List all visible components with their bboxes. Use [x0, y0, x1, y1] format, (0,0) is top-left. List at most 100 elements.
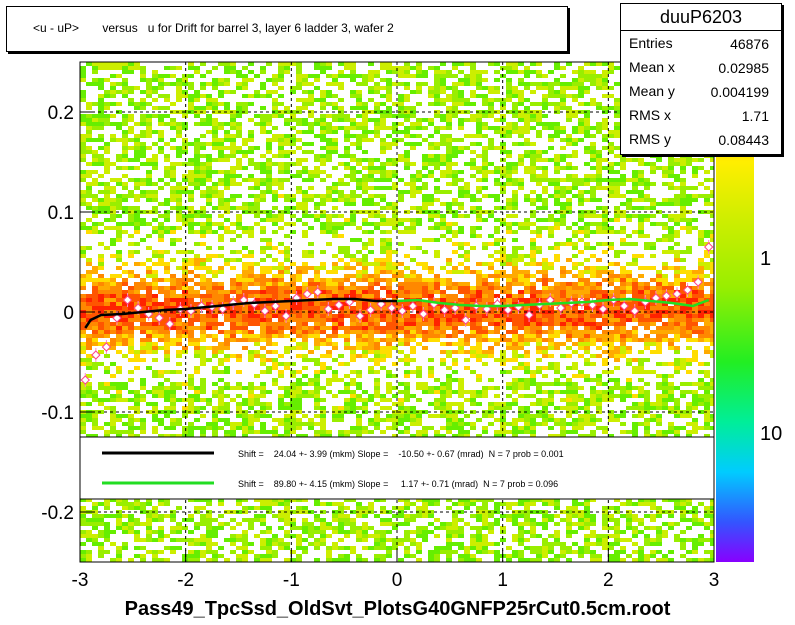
heatmap-cell [206, 266, 212, 270]
heatmap-cell [398, 538, 404, 542]
heatmap-cell [260, 126, 266, 130]
heatmap-cell [200, 294, 206, 298]
heatmap-cell [152, 78, 158, 82]
heatmap-cell [278, 226, 284, 230]
heatmap-cell [86, 418, 92, 422]
heatmap-cell [338, 258, 344, 262]
heatmap-cell [428, 522, 434, 526]
heatmap-cell [194, 94, 200, 98]
heatmap-cell [458, 146, 464, 150]
heatmap-cell [284, 70, 290, 74]
heatmap-cell [248, 178, 254, 182]
heatmap-cell [476, 114, 482, 118]
heatmap-cell [104, 278, 110, 282]
heatmap-cell [122, 498, 128, 502]
heatmap-cell [260, 430, 266, 434]
heatmap-cell [386, 518, 392, 522]
heatmap-cell [188, 66, 194, 70]
heatmap-cell [380, 250, 386, 254]
heatmap-cell [206, 334, 212, 338]
heatmap-cell [434, 226, 440, 230]
heatmap-cell [356, 382, 362, 386]
heatmap-cell [302, 374, 308, 378]
heatmap-cell [404, 354, 410, 358]
heatmap-cell [266, 538, 272, 542]
heatmap-cell [416, 274, 422, 278]
heatmap-cell [170, 282, 176, 286]
heatmap-cell [392, 250, 398, 254]
heatmap-cell [104, 386, 110, 390]
heatmap-cell [92, 318, 98, 322]
heatmap-cell [338, 234, 344, 238]
heatmap-cell [356, 102, 362, 106]
heatmap-cell [386, 186, 392, 190]
heatmap-cell [392, 130, 398, 134]
heatmap-cell [356, 74, 362, 78]
heatmap-cell [356, 94, 362, 98]
heatmap-cell [470, 102, 476, 106]
heatmap-cell [392, 206, 398, 210]
heatmap-cell [350, 430, 356, 434]
heatmap-cell [368, 318, 374, 322]
heatmap-cell [140, 418, 146, 422]
heatmap-cell [206, 358, 212, 362]
heatmap-cell [86, 382, 92, 386]
heatmap-cell [470, 230, 476, 234]
heatmap-cell [308, 390, 314, 394]
heatmap-cell [476, 82, 482, 86]
heatmap-cell [236, 206, 242, 210]
heatmap-cell [92, 78, 98, 82]
heatmap-cell [344, 254, 350, 258]
heatmap-cell [170, 434, 176, 438]
heatmap-cell [254, 354, 260, 358]
heatmap-cell [146, 130, 152, 134]
heatmap-cell [392, 126, 398, 130]
heatmap-cell [164, 330, 170, 334]
heatmap-cell [404, 530, 410, 534]
heatmap-cell [266, 526, 272, 530]
heatmap-cell [248, 274, 254, 278]
heatmap-cell [464, 294, 470, 298]
heatmap-cell [164, 286, 170, 290]
heatmap-cell [320, 318, 326, 322]
heatmap-cell [380, 238, 386, 242]
heatmap-cell [296, 542, 302, 546]
heatmap-cell [296, 354, 302, 358]
heatmap-cell [356, 426, 362, 430]
heatmap-cell [86, 354, 92, 358]
heatmap-cell [452, 282, 458, 286]
heatmap-cell [140, 506, 146, 510]
heatmap-cell [290, 290, 296, 294]
heatmap-cell [314, 402, 320, 406]
heatmap-cell [134, 290, 140, 294]
heatmap-cell [266, 266, 272, 270]
heatmap-cell [122, 262, 128, 266]
heatmap-cell [236, 422, 242, 426]
heatmap-cell [134, 554, 140, 558]
heatmap-cell [446, 118, 452, 122]
heatmap-cell [116, 138, 122, 142]
heatmap-cell [212, 122, 218, 126]
heatmap-cell [446, 534, 452, 538]
heatmap-cell [104, 106, 110, 110]
heatmap-cell [296, 390, 302, 394]
heatmap-cell [146, 134, 152, 138]
heatmap-cell [206, 226, 212, 230]
heatmap-cell [476, 214, 482, 218]
heatmap-cell [332, 530, 338, 534]
heatmap-cell [266, 298, 272, 302]
heatmap-cell [392, 402, 398, 406]
heatmap-cell [182, 326, 188, 330]
heatmap-cell [434, 386, 440, 390]
heatmap-cell [290, 306, 296, 310]
heatmap-cell [122, 314, 128, 318]
heatmap-cell [356, 414, 362, 418]
heatmap-cell [422, 294, 428, 298]
heatmap-cell [356, 334, 362, 338]
heatmap-cell [146, 146, 152, 150]
heatmap-cell [128, 90, 134, 94]
heatmap-cell [80, 402, 86, 406]
heatmap-cell [194, 254, 200, 258]
heatmap-cell [134, 402, 140, 406]
heatmap-cell [206, 106, 212, 110]
